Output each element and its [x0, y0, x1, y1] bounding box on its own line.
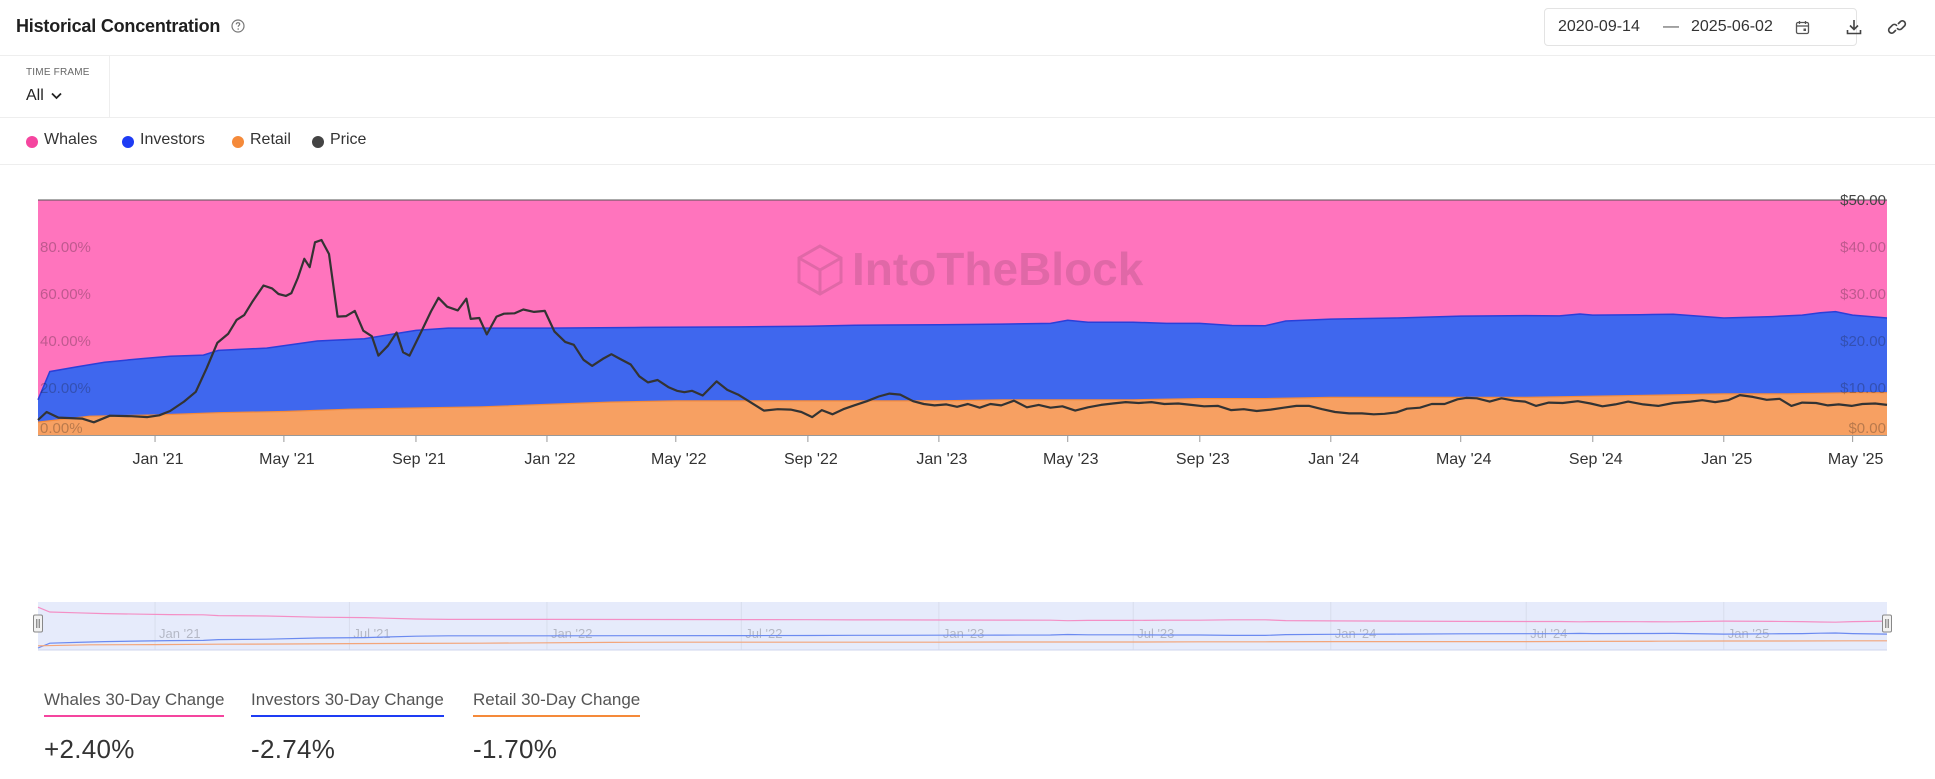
whales-change-value: +2.40% — [44, 734, 135, 764]
help-icon[interactable] — [231, 19, 245, 33]
y-axis-right-tick-label: $10.00 — [1840, 380, 1886, 397]
navigator-tick-label: Jan '21 — [159, 626, 201, 641]
download-icon[interactable] — [1845, 18, 1863, 36]
navigator-tick-label: Jul '21 — [353, 626, 390, 641]
x-axis-tick-label: Sep '21 — [392, 451, 446, 468]
timeframe-dropdown[interactable]: All — [26, 87, 44, 104]
navigator-whales-line — [37, 606, 1888, 623]
investors-change-label: Investors 30-Day Change — [251, 690, 444, 717]
link-icon[interactable] — [1887, 18, 1907, 36]
y-axis-right-tick-label: $40.00 — [1840, 239, 1886, 256]
navigator-tick-label: Jan '24 — [1335, 626, 1377, 641]
navigator-retail-line — [37, 640, 1887, 647]
watermark-text: IntoTheBlock — [852, 243, 1144, 295]
area-retail — [38, 392, 1887, 435]
x-axis-tick-label: May '21 — [259, 451, 315, 468]
x-axis-tick-label: Sep '24 — [1569, 451, 1623, 468]
navigator-tick-label: Jul '23 — [1137, 626, 1174, 641]
whales-change-label: Whales 30-Day Change — [44, 690, 225, 717]
calendar-icon[interactable] — [1795, 20, 1810, 35]
x-axis-tick-label: Sep '22 — [784, 451, 838, 468]
concentration-chart[interactable]: IntoTheBlock 0.00% 20.00% 40.00% 60.00% 80.0… — [0, 165, 1935, 585]
x-axis-tick-label: Jan '21 — [132, 451, 183, 468]
divider — [0, 164, 1935, 165]
price-line — [37, 238, 1888, 424]
legend-label: Retail — [250, 131, 291, 148]
legend-label: Investors — [140, 131, 205, 148]
date-end[interactable]: 2025-06-02 — [1691, 18, 1773, 35]
range-navigator[interactable]: Jan '21 Jul '21 Jan '22 Jul '22 Jan '23 Jul '… — [0, 596, 1935, 651]
navigator-tick-label: Jan '22 — [551, 626, 593, 641]
y-axis-left-tick-label: 0.00% — [40, 420, 83, 437]
x-axis-tick-label: Jan '25 — [1701, 451, 1752, 468]
x-axis-tick-label: May '22 — [651, 451, 707, 468]
investors-change-value: -2.74% — [251, 734, 336, 764]
watermark-logo-icon — [797, 244, 843, 296]
header: Historical Concentration 2020-09-14 — 20… — [0, 0, 1935, 56]
watermark-logo-icon — [798, 256, 842, 294]
x-axis-tick-label: May '25 — [1828, 451, 1884, 468]
navigator-handle-left — [33, 614, 43, 633]
legend-label: Whales — [44, 131, 98, 148]
y-axis-left-tick-label: 60.00% — [40, 286, 91, 303]
divider — [0, 117, 1935, 118]
x-axis-tick-label: Jan '22 — [524, 451, 575, 468]
y-axis-right-tick-label: $50.00 — [1840, 192, 1886, 209]
legend-dot-price — [312, 136, 324, 148]
date-start[interactable]: 2020-09-14 — [1558, 18, 1640, 35]
date-range-picker[interactable]: 2020-09-14 — 2025-06-02 — [1544, 8, 1857, 46]
timeframe-selector: TIME FRAME All — [0, 56, 110, 118]
retail-change-label: Retail 30-Day Change — [473, 690, 641, 717]
retail-boundary-line — [37, 392, 1887, 423]
y-axis-right-tick-label: $0.00 — [1848, 420, 1886, 437]
y-axis-left-tick-label: 40.00% — [40, 333, 91, 350]
x-axis-tick-label: May '24 — [1436, 451, 1492, 468]
date-separator: — — [1663, 18, 1679, 35]
retail-change-value: -1.70% — [473, 734, 558, 764]
x-axis-tick-label: Jan '23 — [916, 451, 967, 468]
page-title: Historical Concentration — [16, 16, 221, 36]
navigator-tick-label: Jan '23 — [943, 626, 985, 641]
legend-label: Price — [330, 131, 367, 148]
chevron-down-icon[interactable] — [51, 92, 62, 100]
x-axis-tick-label: May '23 — [1043, 451, 1099, 468]
timeframe-label: TIME FRAME — [26, 67, 90, 78]
x-axis-tick-label: Sep '23 — [1176, 451, 1230, 468]
legend-dot-retail — [232, 136, 244, 148]
legend-dot-whales — [26, 136, 38, 148]
y-axis-right-tick-label: $20.00 — [1840, 333, 1886, 350]
x-axis-tick-label: Jan '24 — [1308, 451, 1359, 468]
navigator-investors-line — [37, 632, 1888, 649]
legend-dot-investors — [122, 136, 134, 148]
y-axis-left-tick-label: 80.00% — [40, 239, 91, 256]
navigator-tick-label: Jul '22 — [745, 626, 782, 641]
navigator-handle-right — [1882, 614, 1892, 633]
y-axis-right-tick-label: $30.00 — [1840, 286, 1886, 303]
investors-boundary-line — [37, 310, 1888, 401]
y-axis-left-tick-label: 20.00% — [40, 380, 91, 397]
